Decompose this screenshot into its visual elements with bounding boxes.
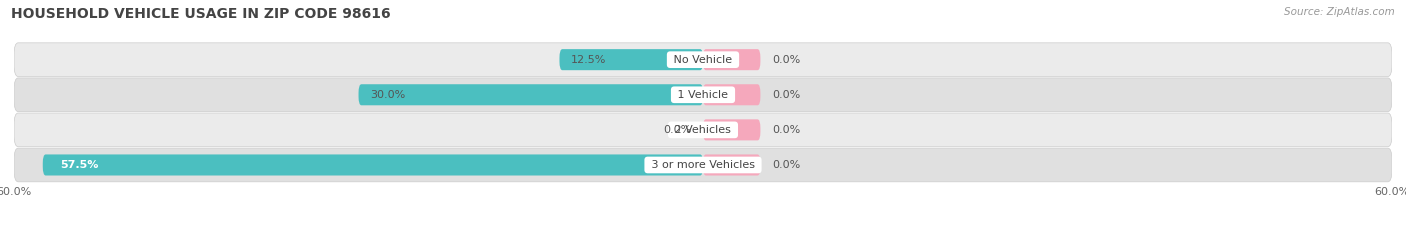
Text: 0.0%: 0.0%: [772, 125, 800, 135]
Text: 0.0%: 0.0%: [664, 125, 692, 135]
Text: 1 Vehicle: 1 Vehicle: [675, 90, 731, 100]
FancyBboxPatch shape: [560, 49, 703, 70]
Text: Source: ZipAtlas.com: Source: ZipAtlas.com: [1284, 7, 1395, 17]
FancyBboxPatch shape: [14, 78, 1392, 112]
Text: 57.5%: 57.5%: [60, 160, 98, 170]
FancyBboxPatch shape: [42, 154, 703, 176]
Text: 0.0%: 0.0%: [772, 90, 800, 100]
FancyBboxPatch shape: [703, 49, 761, 70]
FancyBboxPatch shape: [14, 43, 1392, 77]
FancyBboxPatch shape: [14, 113, 1392, 147]
FancyBboxPatch shape: [703, 119, 761, 140]
Text: 0.0%: 0.0%: [772, 160, 800, 170]
FancyBboxPatch shape: [359, 84, 703, 105]
FancyBboxPatch shape: [703, 84, 761, 105]
Text: 2 Vehicles: 2 Vehicles: [671, 125, 735, 135]
FancyBboxPatch shape: [14, 148, 1392, 182]
FancyBboxPatch shape: [703, 154, 761, 176]
Text: HOUSEHOLD VEHICLE USAGE IN ZIP CODE 98616: HOUSEHOLD VEHICLE USAGE IN ZIP CODE 9861…: [11, 7, 391, 21]
Text: No Vehicle: No Vehicle: [671, 55, 735, 65]
Text: 3 or more Vehicles: 3 or more Vehicles: [648, 160, 758, 170]
Text: 0.0%: 0.0%: [772, 55, 800, 65]
Text: 12.5%: 12.5%: [571, 55, 606, 65]
Text: 30.0%: 30.0%: [370, 90, 405, 100]
